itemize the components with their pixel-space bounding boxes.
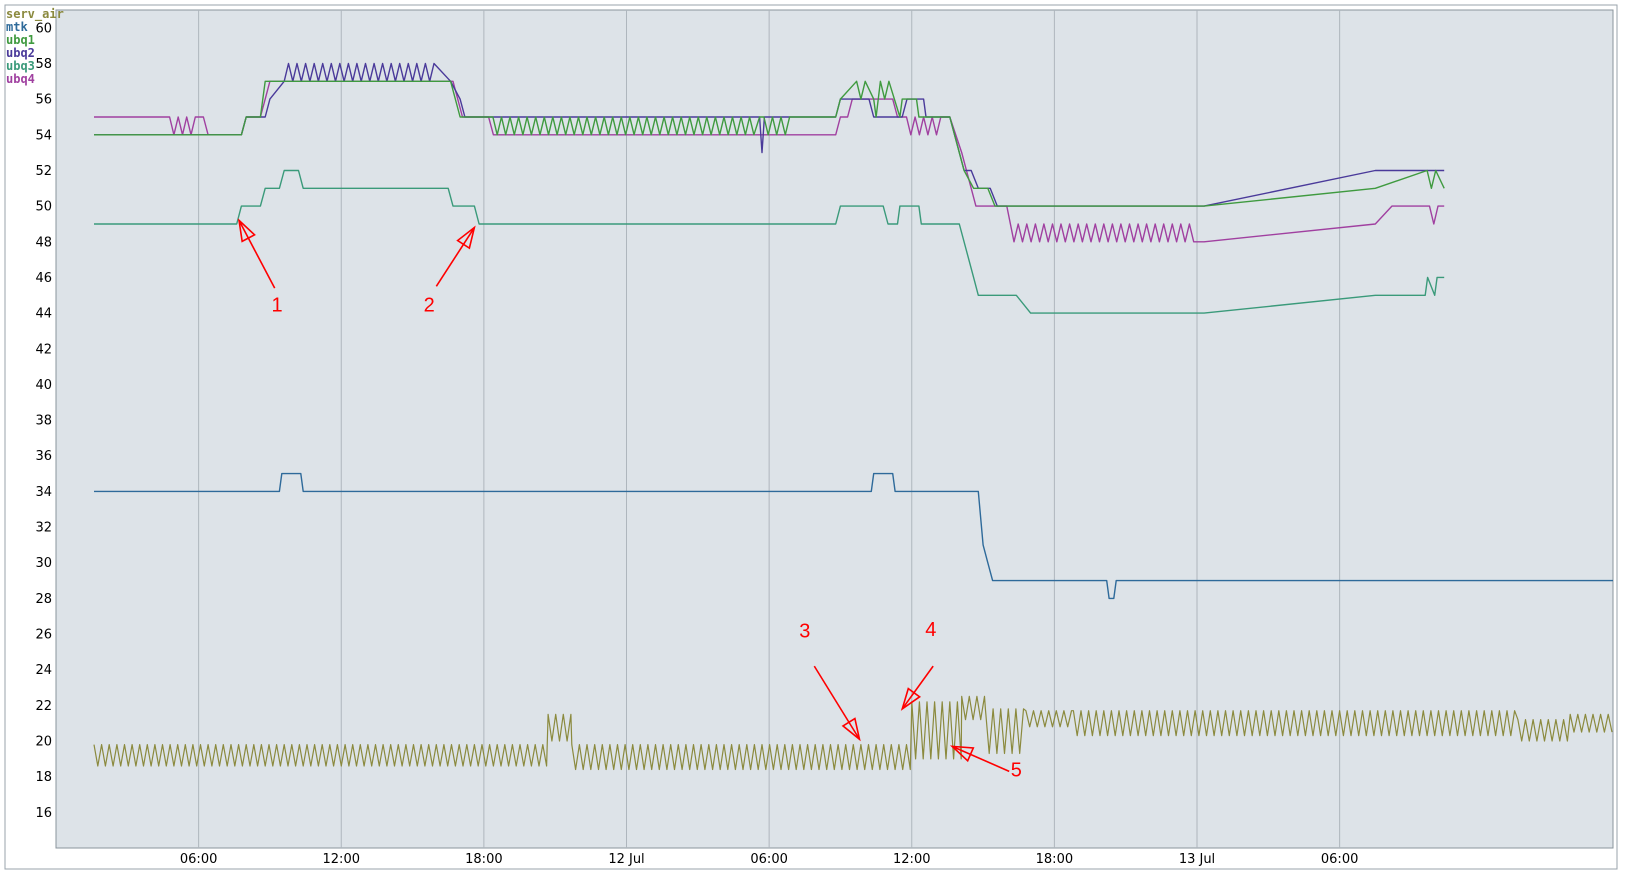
y-tick-label: 52 (35, 164, 52, 179)
annotation-arrow-shaft (813, 665, 861, 740)
y-tick-label: 42 (35, 342, 52, 357)
y-tick-label: 32 (35, 521, 52, 536)
y-tick-label: 36 (35, 449, 52, 464)
legend-item-ubq2: ubq2 (6, 46, 35, 60)
y-tick-label: 56 (35, 93, 52, 108)
annotation-arrow-shaft (238, 220, 276, 289)
y-tick-label: 50 (35, 200, 52, 215)
x-tick-label: 12:00 (893, 852, 930, 867)
y-tick-label: 34 (35, 485, 52, 500)
series-line-mtk (94, 472, 1613, 600)
x-axis-ticks: 06:00 12:00 18:00 12 Jul 06:00 12:00 18:00 13 J… (180, 852, 1358, 867)
series-line-ubq3 (94, 169, 1445, 314)
y-tick-label: 40 (35, 378, 52, 393)
annotation-arrow-head (841, 717, 861, 742)
y-tick-label: 26 (35, 628, 52, 643)
x-tick-label: 18:00 (1036, 852, 1073, 867)
x-tick-label: 13 Jul (1179, 852, 1215, 867)
x-tick-label: 12:00 (323, 852, 360, 867)
annotation-label: 5 (1011, 760, 1022, 782)
y-tick-label: 24 (35, 663, 52, 678)
y-tick-label: 16 (35, 806, 52, 821)
x-tick-label: 18:00 (465, 852, 502, 867)
series-line-ubq1 (94, 80, 1445, 207)
x-tick-label: 06:00 (750, 852, 787, 867)
legend-item-mtk: mtk (6, 20, 28, 34)
annotation-label: 3 (799, 621, 810, 643)
series-line-serv-air (93, 695, 1613, 771)
annotation-label: 1 (272, 294, 283, 316)
legend-item-serv-air: serv_air (6, 7, 64, 21)
x-tick-label: 06:00 (180, 852, 217, 867)
y-tick-label: 46 (35, 271, 52, 286)
series-layer (93, 62, 1613, 771)
y-tick-label: 28 (35, 592, 52, 607)
x-tick-label: 12 Jul (608, 852, 644, 867)
y-tick-label: 60 (35, 21, 52, 36)
annotation-arrow-head (900, 687, 922, 711)
legend: serv_air mtk ubq1 ubq2 ubq3 ubq4 (6, 8, 64, 86)
legend-item-ubq3: ubq3 (6, 59, 35, 73)
annotation-arrow-shaft (951, 745, 1010, 773)
annotation-arrow-head (456, 225, 476, 250)
grid-lines (198, 10, 1341, 848)
y-tick-label: 58 (35, 57, 52, 72)
y-tick-label: 20 (35, 735, 52, 750)
y-tick-label: 30 (35, 556, 52, 571)
legend-item-ubq4: ubq4 (6, 72, 35, 86)
y-tick-label: 22 (35, 699, 52, 714)
annotation-arrow-head (949, 745, 975, 763)
plot-area (55, 9, 1614, 849)
annotation-arrow-shaft (435, 227, 476, 287)
y-tick-label: 38 (35, 414, 52, 429)
annotation-arrow-head (237, 218, 256, 243)
y-axis-ticks: 16 18 20 22 24 26 28 30 32 34 36 38 40 42 44 46 48 50 52 54… (35, 21, 52, 821)
annotations: 1 2 3 4 5 (237, 218, 1022, 782)
y-tick-label: 18 (35, 770, 52, 785)
annotation-label: 4 (925, 619, 936, 641)
y-tick-label: 48 (35, 235, 52, 250)
legend-item-ubq1: ubq1 (6, 33, 35, 47)
annotation-label: 2 (424, 294, 435, 316)
y-tick-label: 44 (35, 307, 52, 322)
annotation-arrow-shaft (901, 665, 934, 710)
y-tick-label: 54 (35, 128, 52, 143)
x-tick-label: 06:00 (1321, 852, 1358, 867)
